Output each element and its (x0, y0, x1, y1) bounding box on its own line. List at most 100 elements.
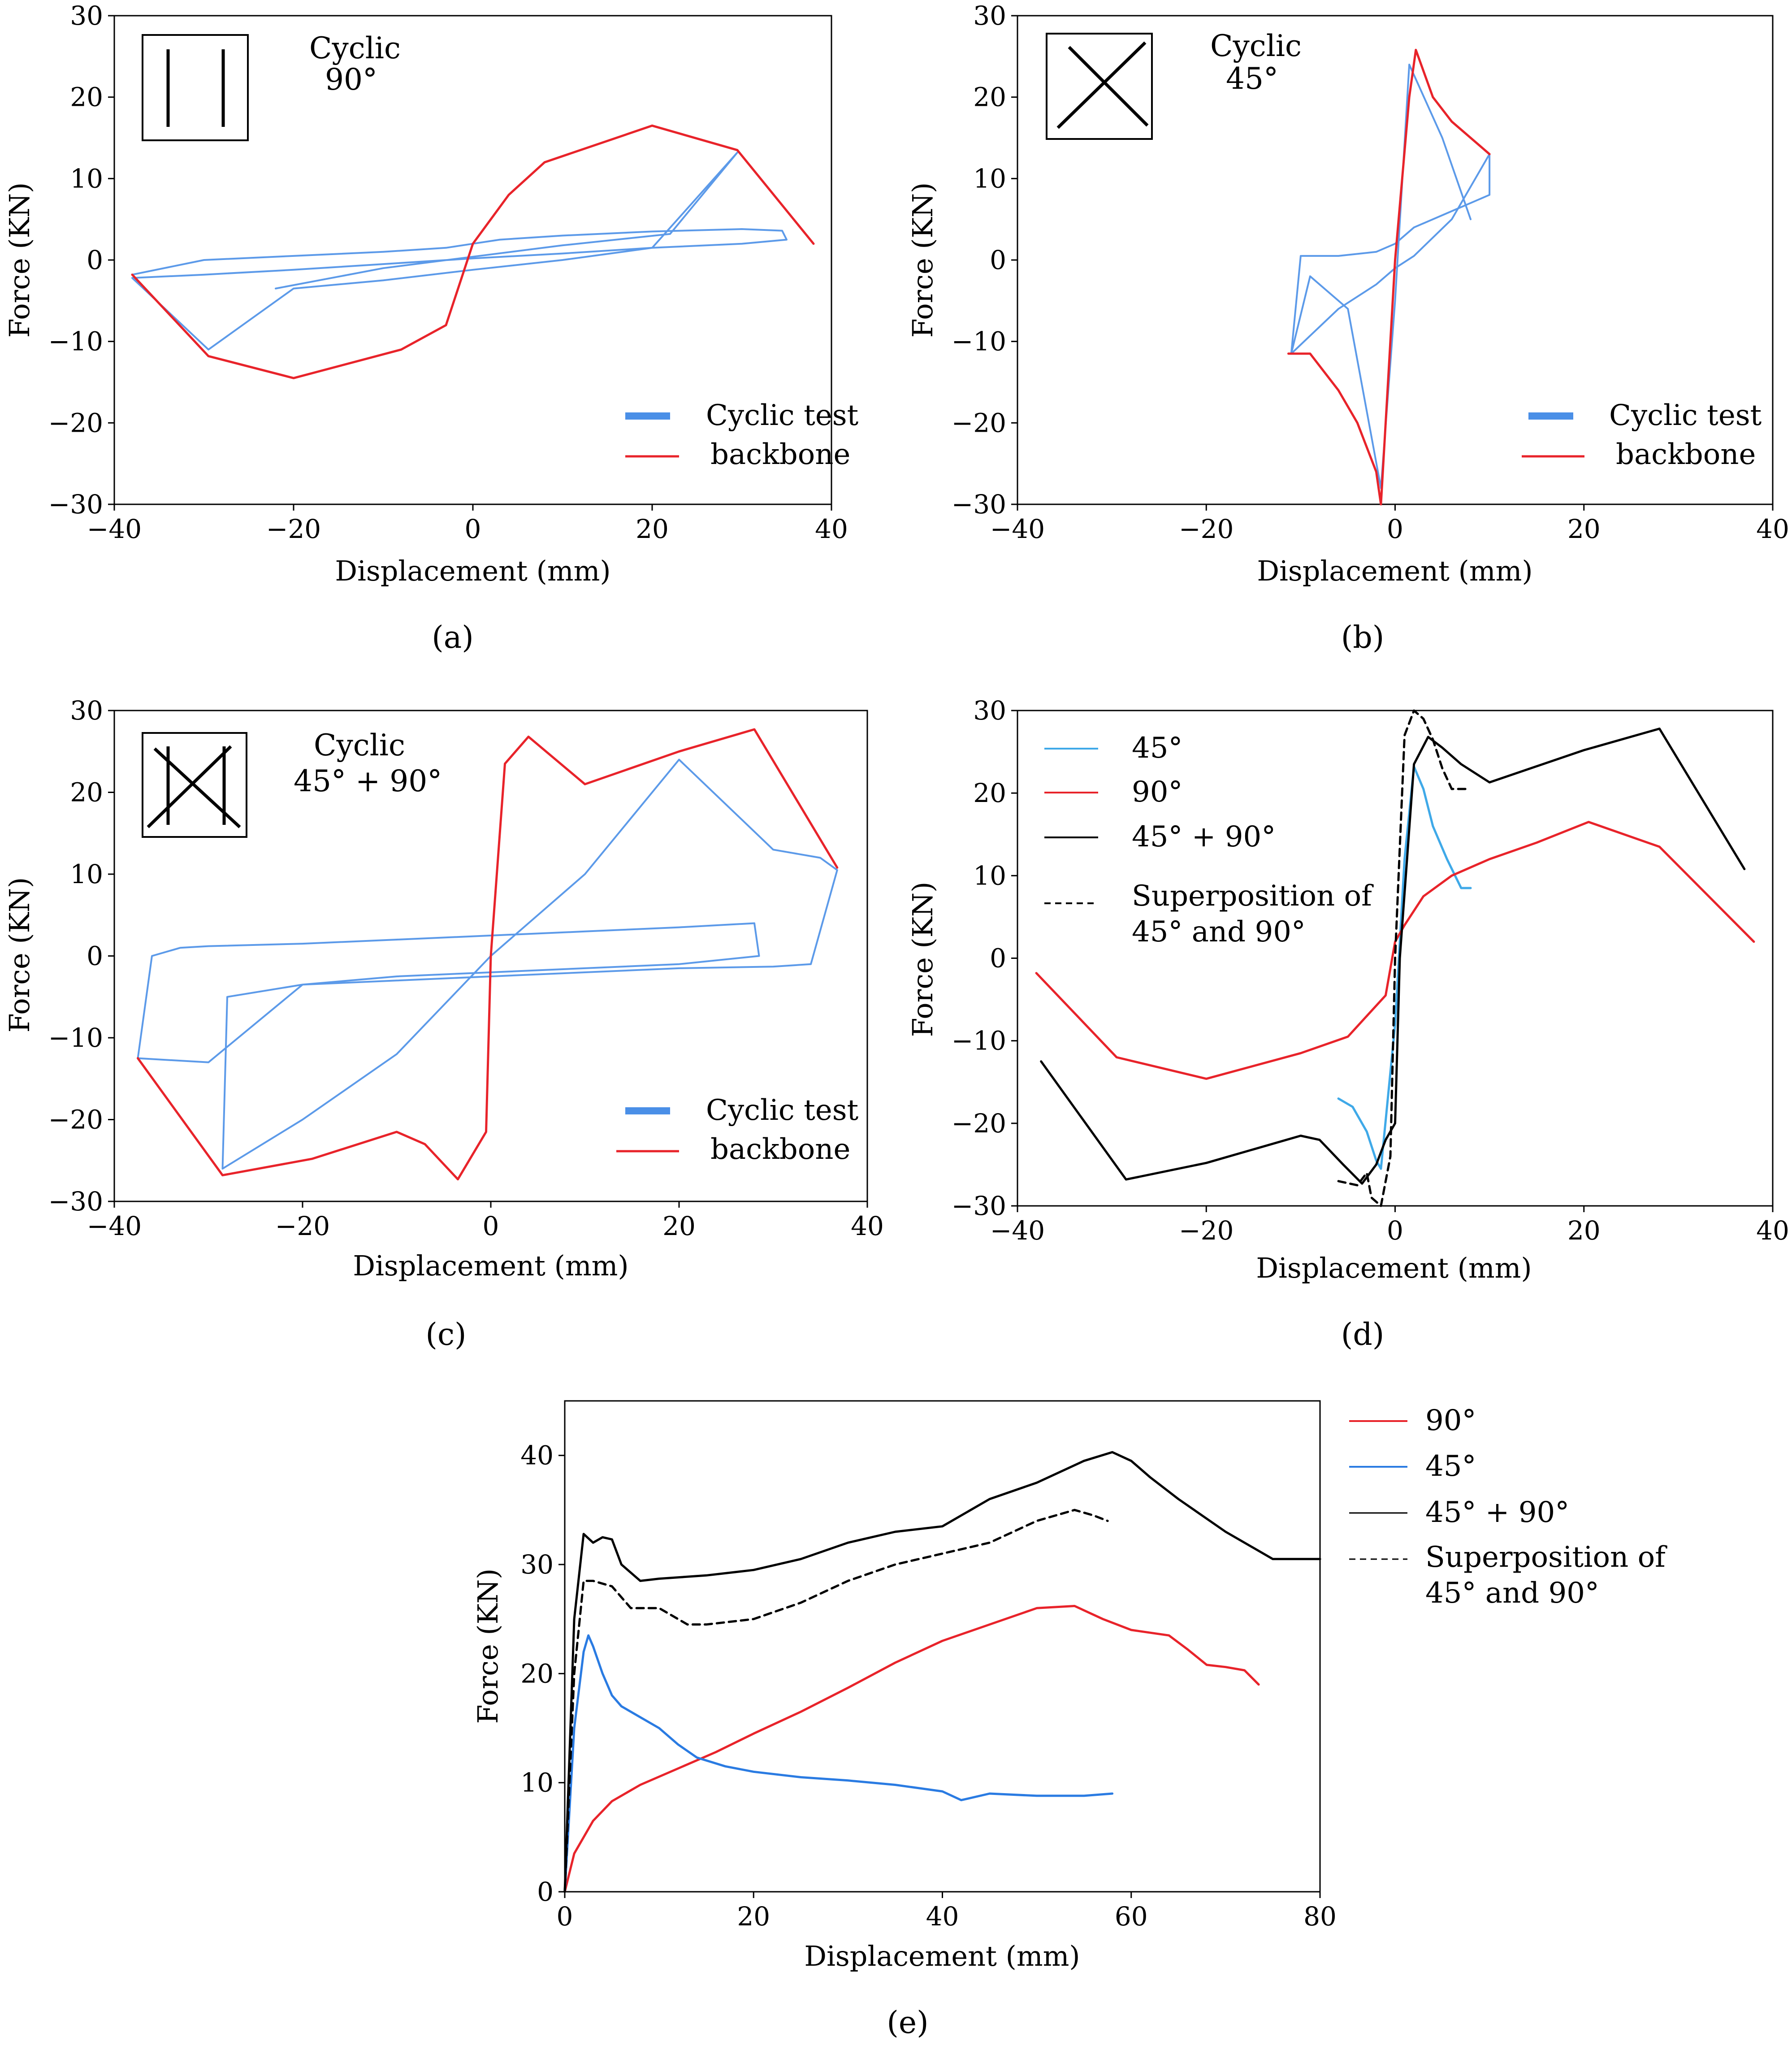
series-line-cyclic-test (131, 152, 788, 351)
series-line-45- (1337, 765, 1472, 1170)
y-tick-label: 0 (990, 943, 1006, 974)
y-tick-label: −20 (48, 1105, 103, 1135)
y-axis-label: Force (KN) (3, 877, 36, 1033)
x-axis-label: Displacement (mm) (353, 1249, 628, 1282)
annotation-line-1: Cyclic (1210, 29, 1302, 63)
series-line-superposition-of-45-and-90- (1337, 709, 1467, 1207)
legend-label-cyclic-test: Cyclic test (706, 399, 859, 432)
legend-label-90: 90° (1132, 776, 1182, 809)
legend-label-backbone: backbone (710, 438, 850, 471)
wall-pattern-brace-b (147, 745, 232, 828)
legend-label-90: 90° (1425, 1404, 1476, 1437)
y-tick-label: −10 (48, 326, 103, 357)
x-tick-label: 80 (1303, 1901, 1337, 1932)
y-axis-label: Force (KN) (906, 882, 939, 1037)
x-axis-label: Displacement (mm) (1256, 1252, 1532, 1284)
y-tick-label: 10 (973, 860, 1006, 891)
x-tick-label: 20 (662, 1211, 696, 1241)
y-tick-label: 30 (70, 0, 103, 31)
x-tick-label: 40 (1756, 1215, 1789, 1246)
x-tick-label: 0 (557, 1901, 573, 1932)
x-tick-label: −20 (266, 514, 321, 544)
series-line-45- (563, 1634, 1114, 1893)
y-tick-label: 30 (973, 0, 1006, 31)
legend-label-superposition-line-1: Superposition of (1425, 1541, 1667, 1574)
x-tick-label: 40 (851, 1211, 884, 1241)
annotation-line-1: Cyclic (314, 728, 405, 763)
x-tick-label: 40 (926, 1901, 959, 1932)
y-tick-label: 0 (537, 1877, 554, 1907)
legend-label-backbone: backbone (1616, 438, 1756, 471)
annotation-line-2: 45° + 90° (294, 764, 442, 798)
x-tick-label: 0 (1387, 514, 1403, 544)
series-line-backbone (131, 124, 815, 379)
x-tick-label: 40 (815, 514, 848, 544)
series-line-45-90- (1040, 728, 1746, 1185)
y-tick-label: −30 (952, 489, 1006, 520)
y-tick-label: −20 (952, 407, 1006, 438)
legend-label-backbone: backbone (710, 1133, 850, 1166)
y-tick-label: −30 (952, 1191, 1006, 1221)
x-tick-label: 20 (1567, 514, 1601, 544)
legend-label-45-plus-90: 45° + 90° (1425, 1496, 1569, 1529)
x-tick-label: −20 (1179, 514, 1234, 544)
plot-frame (564, 1400, 1321, 1893)
y-axis-label: Force (KN) (3, 182, 36, 338)
x-tick-label: 20 (737, 1901, 770, 1932)
panel-caption: (e) (887, 2005, 928, 2041)
y-tick-label: 20 (973, 778, 1006, 808)
wall-pattern-brace-a (153, 747, 241, 828)
y-tick-label: 20 (70, 777, 103, 808)
y-tick-label: 0 (87, 941, 103, 971)
panel-caption: (d) (1341, 1317, 1385, 1352)
x-tick-label: 0 (465, 514, 481, 544)
wall-pattern-brace-b (1056, 41, 1147, 129)
x-tick-label: 0 (483, 1211, 499, 1241)
y-tick-label: 10 (973, 163, 1006, 194)
y-tick-label: 30 (70, 695, 103, 726)
y-tick-label: −30 (48, 1186, 103, 1217)
x-tick-label: −20 (275, 1211, 330, 1241)
y-tick-label: 30 (520, 1549, 554, 1580)
x-axis-label: Displacement (mm) (804, 1940, 1080, 1972)
y-axis-label: Force (KN) (906, 182, 939, 338)
y-tick-label: 10 (520, 1768, 554, 1798)
x-tick-label: 40 (1756, 514, 1789, 544)
y-tick-label: 40 (520, 1440, 554, 1471)
y-tick-label: 0 (87, 245, 103, 275)
y-tick-label: −30 (48, 489, 103, 520)
x-tick-label: 60 (1115, 1901, 1148, 1932)
y-tick-label: −20 (952, 1108, 1006, 1139)
y-tick-label: −10 (48, 1023, 103, 1053)
y-tick-label: 10 (70, 163, 103, 194)
panel-caption: (a) (432, 620, 474, 655)
wall-pattern-box (142, 34, 249, 141)
y-tick-label: 30 (973, 695, 1006, 726)
y-tick-label: 20 (973, 82, 1006, 113)
chart-panel-b: −40 −20 0 20 40 −30 −20 −10 0 10 20 30 Cyclic 45° C… (906, 0, 1789, 655)
series-line-backbone (137, 728, 839, 1181)
y-tick-label: 20 (70, 82, 103, 113)
y-tick-label: 0 (990, 245, 1006, 275)
y-tick-label: −20 (48, 407, 103, 438)
panel-caption: (c) (425, 1317, 466, 1352)
wall-pattern-brace-a (1068, 46, 1149, 127)
x-tick-label: 20 (636, 514, 669, 544)
series-line-cyclic-test (137, 758, 838, 1170)
y-tick-label: 10 (70, 859, 103, 889)
x-tick-label: −40 (87, 514, 142, 544)
x-tick-label: −40 (990, 514, 1045, 544)
chart-panel-e: 0 20 40 60 80 0 10 20 30 40 90° 45° 45° + 90° Sup… (472, 1400, 1667, 2041)
y-tick-label: −10 (952, 326, 1006, 357)
series-line-90- (563, 1605, 1260, 1893)
y-axis-label: Force (KN) (472, 1569, 504, 1724)
y-tick-label: −10 (952, 1026, 1006, 1056)
chart-panel-c: −40 −20 0 20 40 −30 −20 −10 0 10 20 30 Cyclic 45° +… (3, 695, 884, 1352)
panel-caption: (b) (1341, 620, 1385, 655)
legend-label-superposition-line-2: 45° and 90° (1425, 1577, 1599, 1610)
x-tick-label: −20 (1179, 1215, 1234, 1246)
chart-panel-a: −40 −20 0 20 40 −30 −20 −10 0 10 20 30 Cyclic 90° C… (3, 0, 859, 655)
legend-label-cyclic-test: Cyclic test (1609, 399, 1762, 432)
legend-label-45: 45° (1132, 732, 1182, 765)
